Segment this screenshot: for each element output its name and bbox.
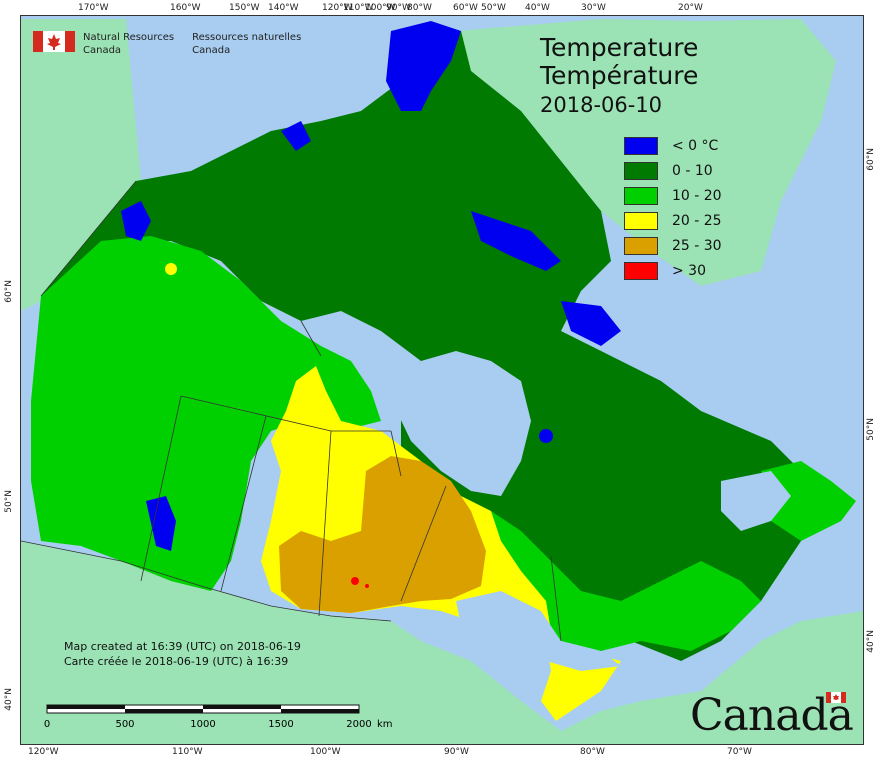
zone-10-20-west xyxy=(31,236,381,591)
lat-tick-right: 40°N xyxy=(866,630,876,653)
gulf-st-lawrence xyxy=(721,471,791,531)
zone-below-0-rockies xyxy=(146,496,176,551)
zone-below-0-baffin-south xyxy=(561,301,621,346)
temperature-map xyxy=(21,16,863,744)
hot-spot-1 xyxy=(351,577,359,585)
legend: < 0 °C 0 - 10 10 - 20 20 - 25 25 - 30 > 30 xyxy=(624,133,722,283)
lon-tick-bottom: 80°W xyxy=(580,747,605,757)
lon-tick-top: 30°W xyxy=(581,3,606,13)
legend-label: 0 - 10 xyxy=(672,162,713,179)
credits-en: Map created at 16:39 (UTC) on 2018-06-19 xyxy=(64,640,301,653)
agency-en-line1: Natural Resources xyxy=(83,32,175,43)
scale-bar-segment xyxy=(47,705,125,709)
zone-below-0-ellesmere xyxy=(386,21,461,111)
wordmark-flag-icon xyxy=(826,692,846,703)
scale-bar: 0 500 1000 1500 2000 km xyxy=(44,704,393,730)
lat-tick-left: 50°N xyxy=(4,490,14,513)
zone-10-20-east xyxy=(491,511,761,651)
scale-label: 0 xyxy=(44,719,50,730)
warm-spot-north xyxy=(165,263,177,275)
lon-tick-top: 150°W xyxy=(229,3,260,13)
lat-tick-right: 60°N xyxy=(866,148,876,171)
agency-fr-line2: Canada xyxy=(192,45,231,56)
map-credits: Map created at 16:39 (UTC) on 2018-06-19… xyxy=(64,639,301,669)
zone-below-0-yukon xyxy=(121,201,151,241)
lon-tick-bottom: 100°W xyxy=(310,747,341,757)
legend-item: 10 - 20 xyxy=(624,183,722,208)
scale-label: 1500 xyxy=(268,719,293,730)
title-en: Temperature xyxy=(540,33,699,62)
legend-label: 20 - 25 xyxy=(672,212,722,229)
agency-fr-line1: Ressources naturelles xyxy=(192,32,302,43)
agency-signature: Natural Resources Canada Ressources natu… xyxy=(33,31,319,57)
lon-tick-top: 110°W xyxy=(343,3,374,13)
legend-item: 20 - 25 xyxy=(624,208,722,233)
lon-tick-top: 100°W xyxy=(365,3,396,13)
legend-swatch xyxy=(624,236,658,255)
legend-item: > 30 xyxy=(624,258,722,283)
lon-tick-top: 80°W xyxy=(407,3,432,13)
lon-tick-top: 20°W xyxy=(678,3,703,13)
credits-fr: Carte créée le 2018-06-19 (UTC) à 16:39 xyxy=(64,655,289,668)
provincial-borders xyxy=(21,180,562,642)
lat-tick-left: 40°N xyxy=(4,688,14,711)
legend-label: 25 - 30 xyxy=(672,237,722,254)
lon-tick-top: 40°W xyxy=(525,3,550,13)
scale-bar-segment xyxy=(203,705,281,709)
scale-unit: km xyxy=(377,719,393,730)
canada-flag-icon xyxy=(33,31,75,52)
legend-swatch xyxy=(624,136,658,155)
agency-name-fr: Ressources naturelles Canada xyxy=(192,31,301,57)
great-lakes xyxy=(456,591,621,671)
legend-swatch xyxy=(624,261,658,280)
legend-label: 10 - 20 xyxy=(672,187,722,204)
map-frame xyxy=(20,15,864,745)
lat-tick-left: 60°N xyxy=(4,280,14,303)
title-fr: Température xyxy=(540,61,699,90)
zone-below-0-quebec xyxy=(539,429,553,443)
lon-tick-top: 90°W xyxy=(386,3,411,13)
lon-tick-top: 160°W xyxy=(170,3,201,13)
scale-label: 1000 xyxy=(190,719,215,730)
scale-bar-segment xyxy=(125,709,203,713)
scale-label: 500 xyxy=(115,719,134,730)
legend-item: < 0 °C xyxy=(624,133,722,158)
lat-tick-right: 50°N xyxy=(866,418,876,441)
legend-label: < 0 °C xyxy=(672,137,719,154)
zone-0-10 xyxy=(41,31,821,661)
scale-bar-segment xyxy=(281,709,359,713)
hudson-bay xyxy=(399,351,531,496)
lon-tick-bottom: 90°W xyxy=(444,747,469,757)
agency-name-en: Natural Resources Canada xyxy=(83,31,174,57)
usa xyxy=(21,541,863,744)
legend-swatch xyxy=(624,186,658,205)
lon-tick-top: 50°W xyxy=(481,3,506,13)
zone-below-0-arctic xyxy=(281,121,311,151)
map-date: 2018-06-10 xyxy=(540,93,663,117)
zone-25-30 xyxy=(279,456,486,613)
agency-en-line2: Canada xyxy=(83,45,122,56)
legend-swatch xyxy=(624,211,658,230)
lon-tick-top: 170°W xyxy=(78,3,109,13)
lon-tick-bottom: 120°W xyxy=(28,747,59,757)
zone-10-20-maritimes xyxy=(761,461,856,541)
hot-spot-2 xyxy=(365,584,369,588)
zone-below-0-baffin xyxy=(471,211,561,271)
legend-label: > 30 xyxy=(672,262,706,279)
lon-tick-bottom: 70°W xyxy=(727,747,752,757)
lon-tick-top: 120°W xyxy=(322,3,353,13)
lon-tick-top: 60°W xyxy=(453,3,478,13)
legend-item: 25 - 30 xyxy=(624,233,722,258)
lon-tick-top: 140°W xyxy=(268,3,299,13)
map-title: Temperature Température 2018-06-10 xyxy=(540,34,698,118)
legend-swatch xyxy=(624,161,658,180)
lon-tick-bottom: 110°W xyxy=(172,747,203,757)
scale-label: 2000 xyxy=(346,719,371,730)
legend-item: 0 - 10 xyxy=(624,158,722,183)
alaska xyxy=(21,19,141,311)
